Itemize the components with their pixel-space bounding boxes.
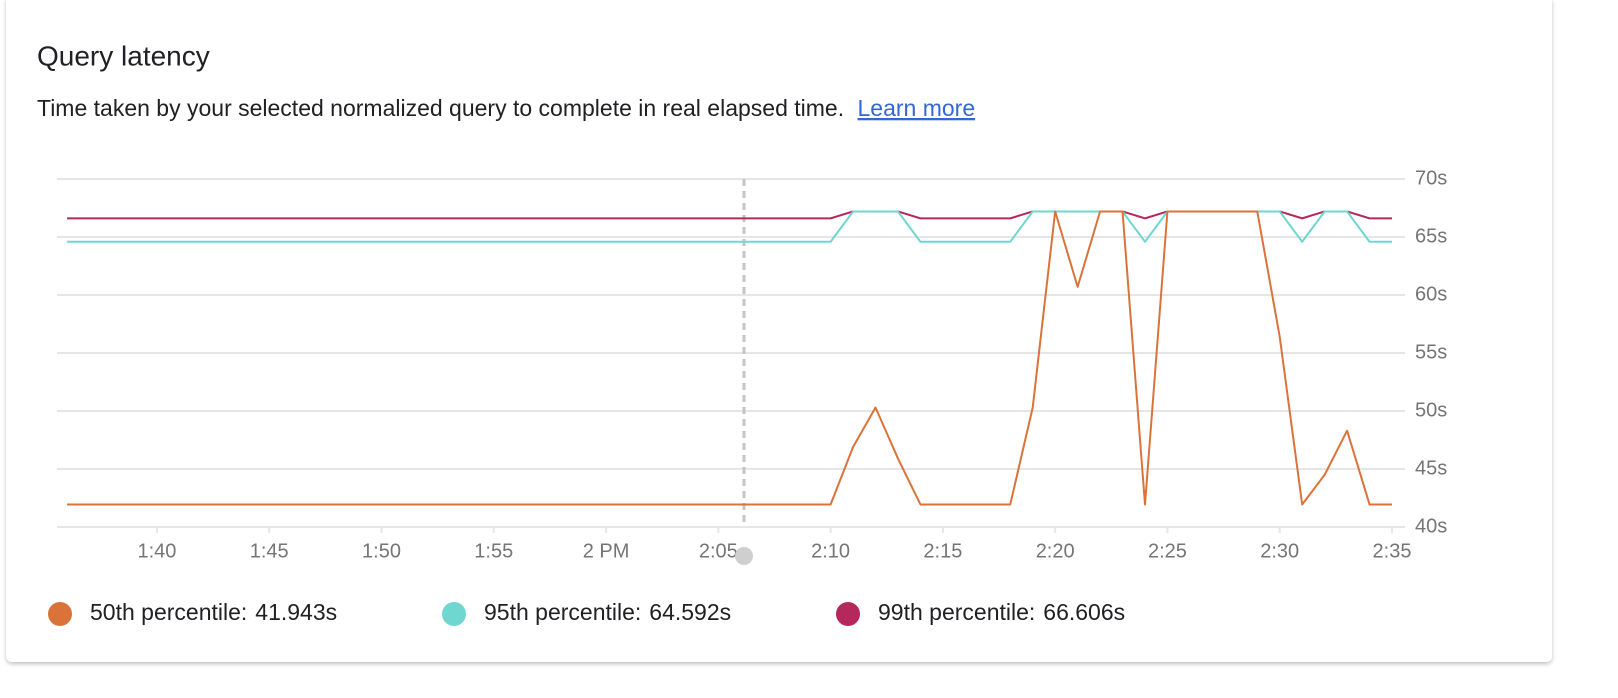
x-tick-label: 1:45 bbox=[250, 540, 289, 562]
x-tick-label: 2 PM bbox=[583, 540, 630, 562]
card-title: Query latency bbox=[37, 40, 210, 71]
grid-layer: 40s 45s 50s 55s 60s 65s 70s 1:40 1:45 1:50 1:55 2 P… bbox=[57, 167, 1447, 562]
card-description: Time taken by your selected normalized q… bbox=[37, 95, 975, 121]
y-tick-label: 50s bbox=[1415, 399, 1447, 421]
learn-more-link[interactable]: Learn more bbox=[858, 95, 976, 121]
x-tick-label: 1:55 bbox=[474, 540, 513, 562]
legend-name: 50th percentile: bbox=[90, 599, 247, 625]
x-tick-label: 1:40 bbox=[137, 540, 176, 562]
legend-swatch bbox=[442, 602, 466, 626]
x-tick-label: 2:30 bbox=[1260, 540, 1299, 562]
legend: 50th percentile: 41.943s 95th percentile: 6… bbox=[48, 599, 1125, 626]
y-tick-label: 40s bbox=[1415, 515, 1447, 537]
y-tick-label: 45s bbox=[1415, 457, 1447, 479]
legend-value: 64.592s bbox=[649, 599, 731, 625]
legend-value: 41.943s bbox=[255, 599, 337, 625]
x-tick-label: 2:35 bbox=[1373, 540, 1412, 562]
legend-name: 99th percentile: bbox=[878, 599, 1035, 625]
y-tick-label: 70s bbox=[1415, 167, 1447, 189]
legend-swatch bbox=[836, 602, 860, 626]
card-background bbox=[6, 0, 1552, 662]
x-tick-label: 2:25 bbox=[1148, 540, 1187, 562]
legend-entry: 95th percentile: 64.592s bbox=[484, 599, 731, 625]
x-tick-label: 2:20 bbox=[1036, 540, 1075, 562]
legend-name: 95th percentile: bbox=[484, 599, 641, 625]
x-tick-label: 2:05 bbox=[699, 540, 738, 562]
series-line bbox=[67, 210, 1392, 506]
x-tick-label: 1:50 bbox=[362, 540, 401, 562]
legend-value: 66.606s bbox=[1043, 599, 1125, 625]
x-tick-label: 2:15 bbox=[923, 540, 962, 562]
description-text: Time taken by your selected normalized q… bbox=[37, 95, 844, 121]
crosshair-handle[interactable] bbox=[735, 547, 753, 565]
legend-entry: 99th percentile: 66.606s bbox=[878, 599, 1125, 625]
y-tick-label: 55s bbox=[1415, 341, 1447, 363]
legend-swatch bbox=[48, 602, 72, 626]
legend-entry: 50th percentile: 41.943s bbox=[90, 599, 337, 625]
line-layer bbox=[67, 210, 1392, 506]
y-tick-label: 65s bbox=[1415, 225, 1447, 247]
x-tick-label: 2:10 bbox=[811, 540, 850, 562]
y-tick-label: 60s bbox=[1415, 283, 1447, 305]
